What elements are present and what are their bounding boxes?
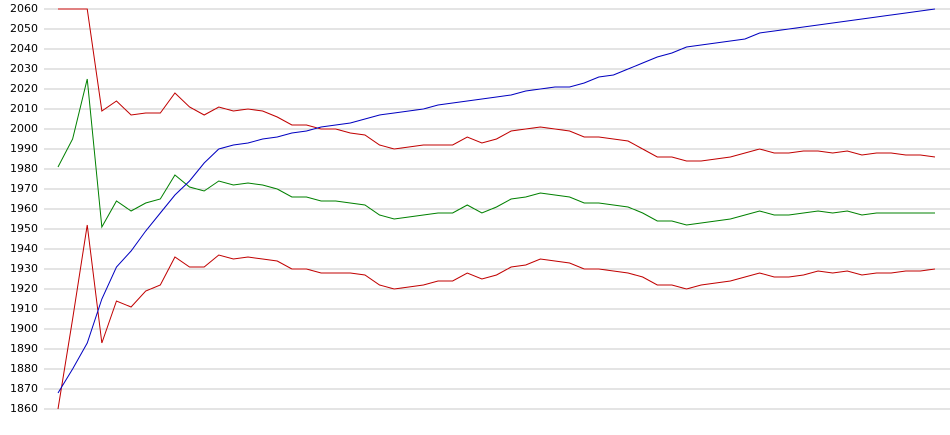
y-tick-label: 1860: [10, 402, 38, 415]
series-line: [57, 224, 936, 410]
y-tick-label: 1980: [10, 162, 38, 175]
y-tick-label: 2040: [10, 42, 38, 55]
y-tick-label: 1970: [10, 182, 38, 195]
series-line: [57, 78, 935, 229]
y-tick-label: 2030: [10, 62, 38, 75]
y-tick-label: 1900: [10, 322, 38, 335]
series-line: [58, 8, 936, 162]
y-tick-label: 1990: [10, 142, 38, 155]
y-tick-label: 1910: [10, 302, 38, 315]
y-tick-label: 2000: [10, 122, 38, 135]
series-line: [57, 8, 936, 394]
y-tick-label: 1890: [10, 342, 38, 355]
y-tick-label: 1870: [10, 382, 38, 395]
y-tick-label: 1940: [10, 242, 38, 255]
y-tick-label: 1960: [10, 202, 38, 215]
y-tick-label: 1930: [10, 262, 38, 275]
y-tick-label: 2060: [10, 2, 38, 15]
y-tick-label: 1920: [10, 282, 38, 295]
y-tick-label: 1880: [10, 362, 38, 375]
y-tick-label: 2020: [10, 82, 38, 95]
y-tick-label: 1950: [10, 222, 38, 235]
y-tick-label: 2010: [10, 102, 38, 115]
y-tick-label: 2050: [10, 22, 38, 35]
